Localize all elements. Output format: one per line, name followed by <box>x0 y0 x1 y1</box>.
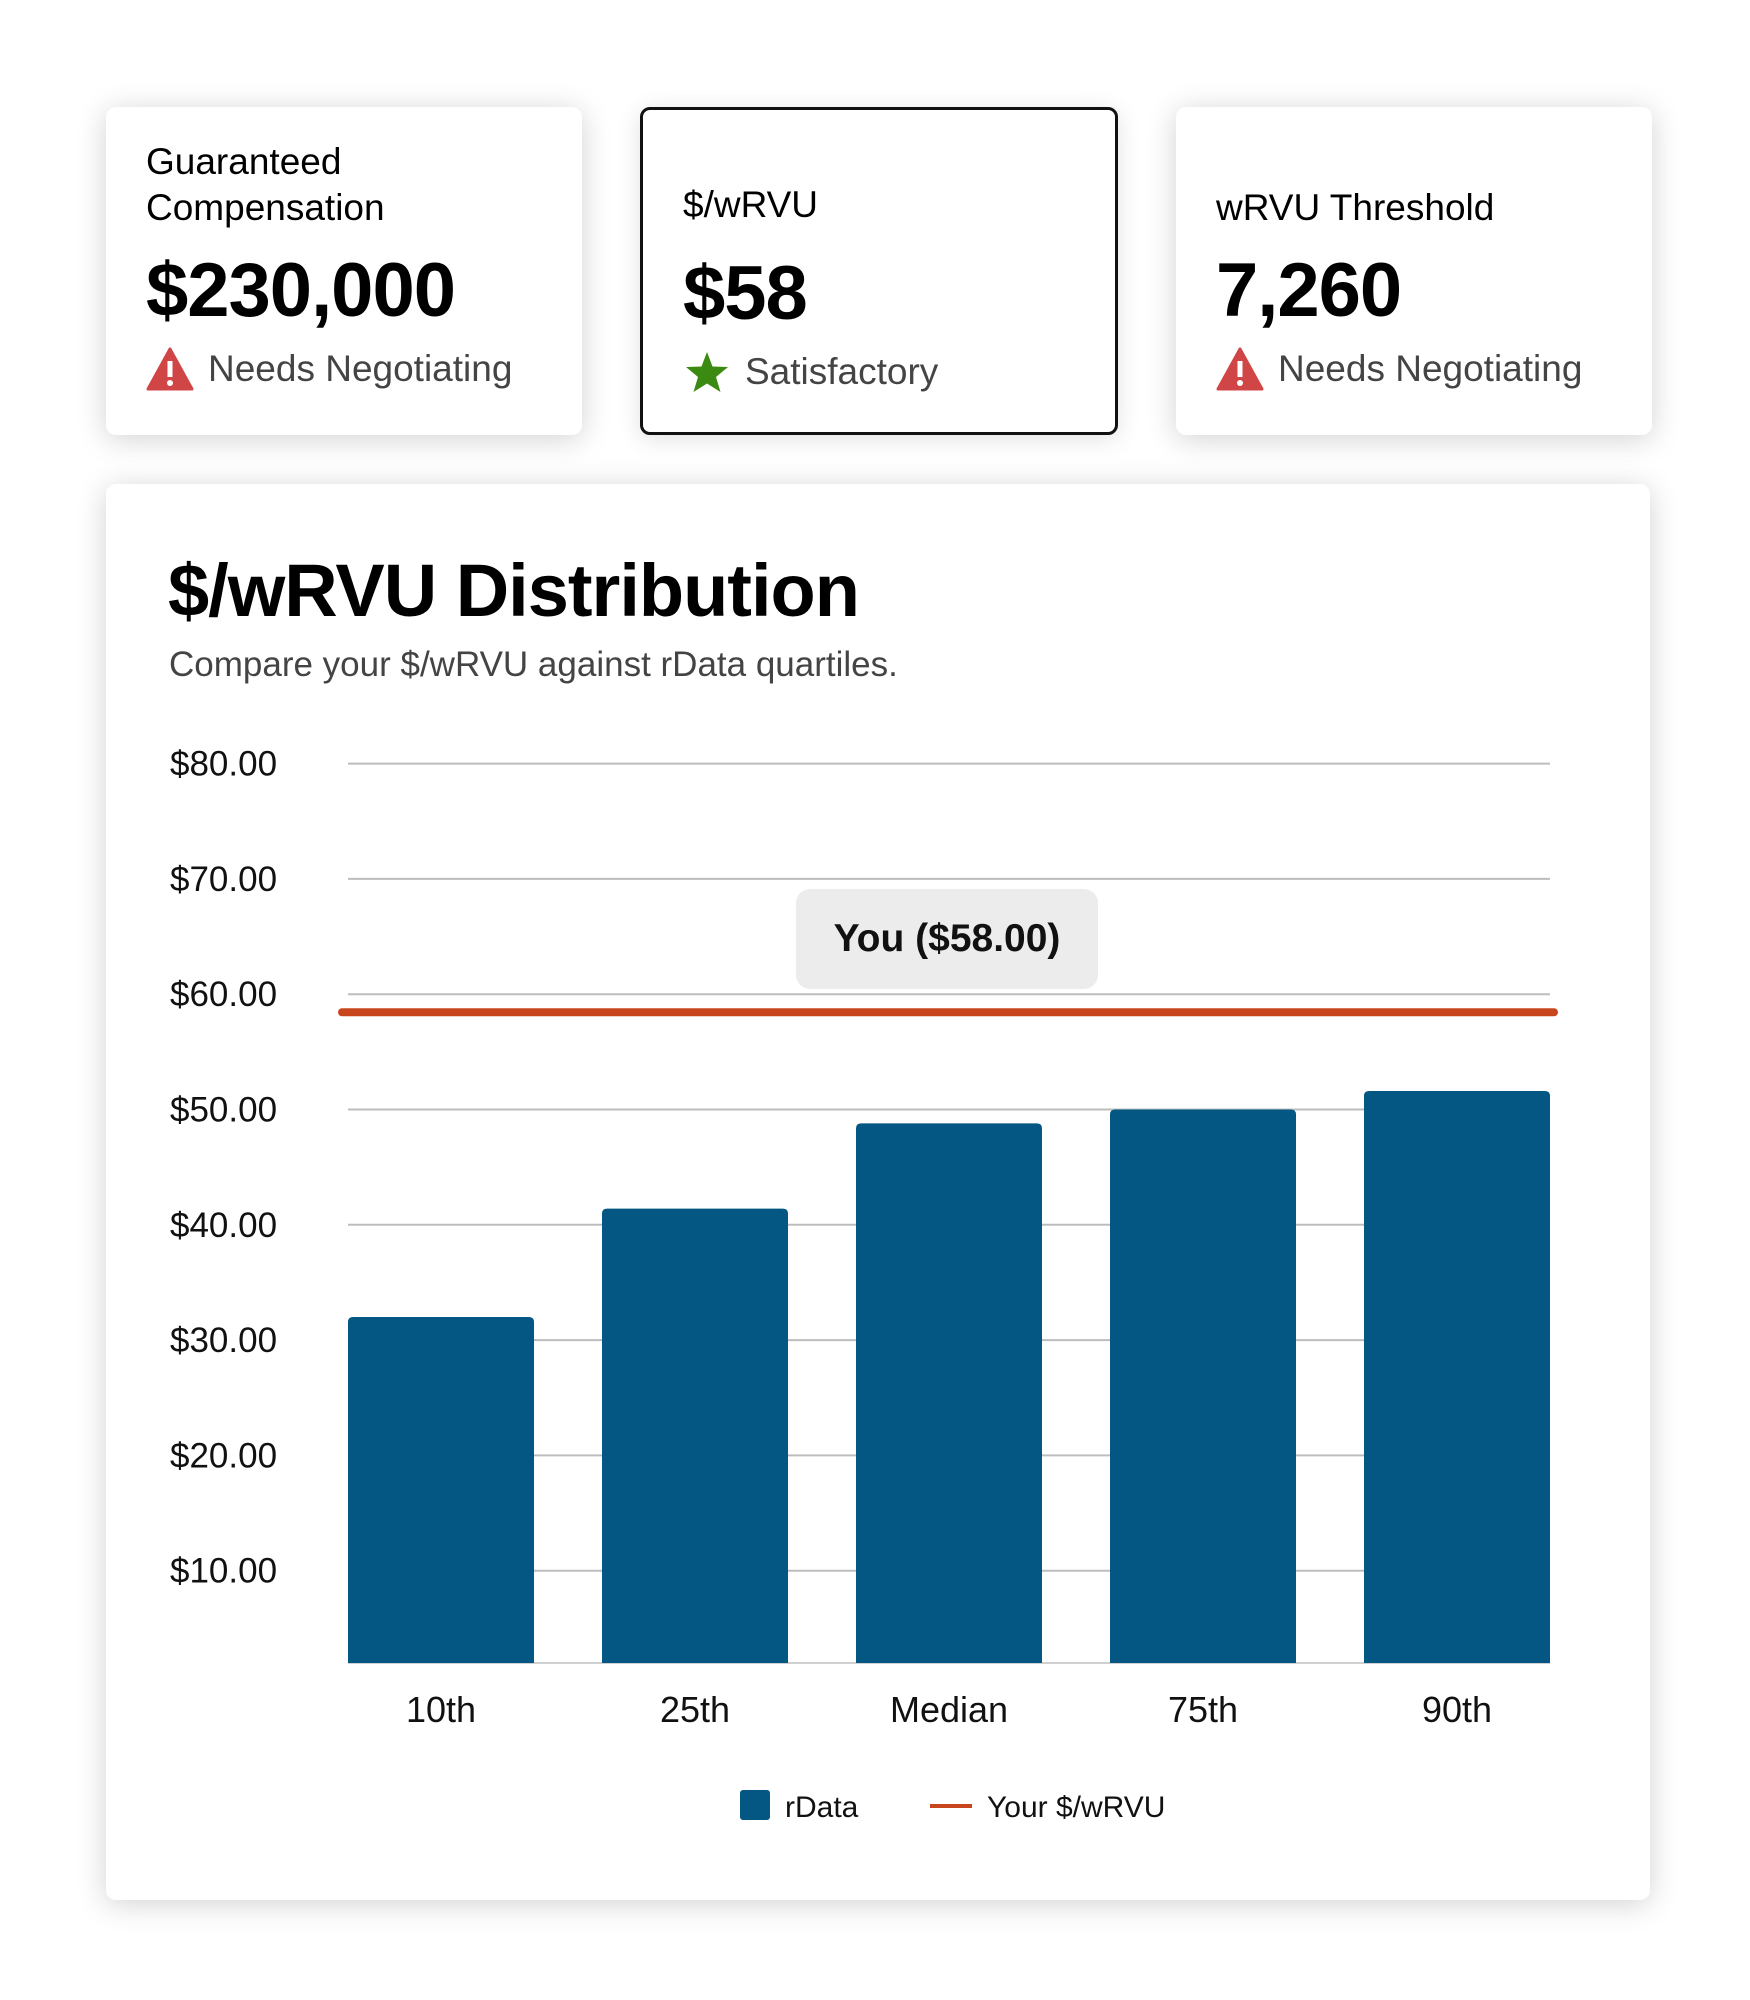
y-tick-label: $10.00 <box>170 1552 277 1591</box>
legend-swatch-rdata <box>740 1790 770 1820</box>
kpi-card-wrvu-threshold[interactable]: wRVU Threshold 7,260 Needs Negotiating <box>1176 107 1652 435</box>
kpi-card-dollars-per-wrvu[interactable]: $/wRVU $58 Satisfactory <box>640 107 1118 435</box>
kpi-value: $58 <box>683 251 808 336</box>
kpi-card-guaranteed-compensation[interactable]: Guaranteed Compensation $230,000 Needs N… <box>106 107 582 435</box>
kpi-status: Needs Negotiating <box>1216 347 1582 391</box>
kpi-status: Satisfactory <box>683 350 938 394</box>
chart-subtitle: Compare your $/wRVU against rData quarti… <box>169 645 898 684</box>
reference-label: You ($58.00) <box>834 917 1061 960</box>
y-tick-label: $20.00 <box>170 1436 277 1475</box>
kpi-status-text: Needs Negotiating <box>1278 348 1583 389</box>
bar-90th <box>1364 1091 1550 1663</box>
kpi-value: 7,260 <box>1216 248 1402 333</box>
kpi-label: wRVU Threshold <box>1216 187 1495 228</box>
kpi-label: $/wRVU <box>683 184 819 225</box>
kpi-label: Guaranteed Compensation <box>146 141 385 228</box>
x-tick-label: 90th <box>1422 1689 1492 1730</box>
y-tick-label: $70.00 <box>170 860 277 899</box>
bar-25th <box>602 1208 788 1663</box>
x-tick-label: 25th <box>660 1689 730 1730</box>
reference-label-box <box>796 889 1098 989</box>
bar-75th <box>1110 1109 1296 1663</box>
kpi-status-text: Needs Negotiating <box>208 348 513 389</box>
legend-label-rdata: rData <box>785 1791 859 1824</box>
y-tick-label: $30.00 <box>170 1321 277 1360</box>
x-tick-label: 10th <box>406 1689 476 1730</box>
kpi-value: $230,000 <box>146 248 456 333</box>
y-tick-label: $40.00 <box>170 1206 277 1245</box>
y-tick-label: $80.00 <box>170 745 277 784</box>
kpi-status: Needs Negotiating <box>146 347 512 391</box>
chart-title: $/wRVU Distribution <box>168 549 860 632</box>
bar-median <box>856 1123 1042 1663</box>
warning-triangle-icon <box>146 347 194 391</box>
warning-triangle-icon <box>1216 347 1264 391</box>
y-tick-label: $50.00 <box>170 1091 277 1130</box>
x-tick-label: 75th <box>1168 1689 1238 1730</box>
y-tick-label: $60.00 <box>170 975 277 1014</box>
x-tick-label: Median <box>890 1689 1008 1730</box>
bar-10th <box>348 1317 534 1663</box>
legend-label-your-wrvu: Your $/wRVU <box>987 1791 1165 1824</box>
kpi-status-text: Satisfactory <box>745 351 939 392</box>
star-icon <box>686 352 728 392</box>
